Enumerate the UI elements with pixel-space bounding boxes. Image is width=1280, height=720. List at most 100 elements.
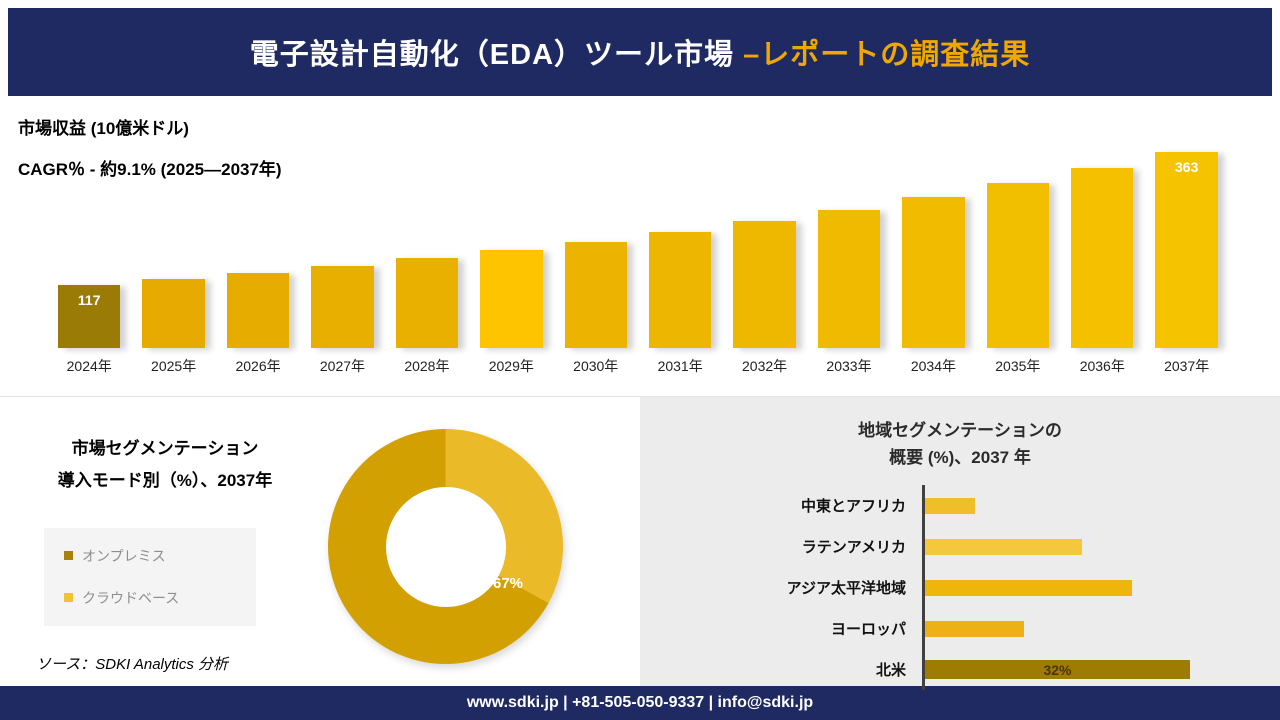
- legend-label-onpremise: オンプレミス: [82, 547, 166, 564]
- deployment-title-line2: 導入モード別（%）、2037年: [57, 471, 273, 491]
- year-axis-label: 2033年: [826, 358, 872, 374]
- revenue-bar-column: 117 2024年: [58, 285, 121, 376]
- region-row: 北米 32%: [640, 649, 1230, 691]
- deployment-legend: オンプレミス クラウドベース: [44, 527, 256, 626]
- region-bar-area: [922, 567, 1230, 609]
- region-bar: [925, 620, 1024, 637]
- revenue-chart-section: 市場収益 (10億米ドル) CAGR％ - 約9.1% (2025―2037年)…: [0, 96, 1280, 396]
- region-bar-area: [922, 485, 1230, 527]
- cagr-label: CAGR％ - 約9.1% (2025―2037年): [18, 160, 282, 179]
- year-axis-label: 2027年: [319, 358, 366, 374]
- revenue-bar-column: 2029年: [480, 250, 543, 376]
- bar-value-label: 117: [77, 292, 101, 308]
- legend-label-cloud: クラウドベース: [82, 589, 180, 606]
- region-row: ヨーロッパ: [640, 608, 1230, 650]
- year-axis-label: 2031年: [657, 358, 703, 374]
- region-label: アジア太平洋地域: [786, 580, 906, 598]
- region-label: 北米: [875, 662, 906, 680]
- region-label: ラテンアメリカ: [801, 539, 906, 557]
- revenue-bar: [1071, 168, 1134, 348]
- cloud-swatch-icon: [64, 593, 73, 603]
- year-axis-label: 2025年: [151, 358, 197, 374]
- region-bar: [925, 497, 975, 514]
- revenue-bar-column: 2034年: [902, 197, 965, 376]
- revenue-bar-column: 2033年: [817, 210, 881, 376]
- regional-chart-title: 地域セグメンテーションの 概要 (%)、2037 年: [640, 417, 1280, 471]
- regional-title-line2: 概要 (%)、2037 年: [889, 448, 1031, 468]
- header-banner: 電子設計自動化（EDA）ツール市場 –レポートの調査結果: [8, 8, 1272, 96]
- year-axis-label: 2028年: [404, 358, 450, 374]
- region-bar-value-label: 32%: [1043, 661, 1072, 678]
- revenue-bar-column: 2035年: [986, 183, 1050, 376]
- year-axis-label: 2026年: [235, 358, 281, 374]
- deployment-title-line1: 市場セグメンテーション: [71, 439, 259, 458]
- revenue-chart-captions: 市場収益 (10億米ドル) CAGR％ - 約9.1% (2025―2037年): [18, 114, 282, 180]
- revenue-bar: [564, 242, 627, 348]
- revenue-bar: [480, 250, 543, 348]
- page-title: 電子設計自動化（EDA）ツール市場 –レポートの調査結果: [250, 31, 1030, 73]
- region-bar-area: [922, 526, 1230, 568]
- revenue-bar-column: 2036年: [1071, 168, 1134, 376]
- region-row: アジア太平洋地域: [640, 567, 1230, 609]
- footer-contact: www.sdki.jp | +81-505-050-9337 | info@sd…: [466, 694, 814, 711]
- region-bar: [925, 538, 1082, 555]
- regional-title-line1: 地域セグメンテーションの: [858, 421, 1062, 440]
- revenue-bar: [226, 273, 290, 348]
- deployment-donut-chart: 67%: [328, 429, 563, 686]
- deployment-chart-title: 市場セグメンテーション 導入モード別（%）、2037年: [30, 433, 300, 498]
- year-axis-label: 2035年: [995, 358, 1041, 374]
- deployment-segmentation-panel: 市場セグメンテーション 導入モード別（%）、2037年 オンプレミス クラウドベ…: [0, 397, 640, 686]
- page-title-accent: –レポートの調査結果: [743, 39, 1031, 71]
- revenue-bar-column: 2027年: [311, 266, 374, 376]
- region-row: ラテンアメリカ: [640, 526, 1230, 568]
- revenue-bar-column: 363 2037年: [1155, 152, 1218, 376]
- deployment-info-column: 市場セグメンテーション 導入モード別（%）、2037年 オンプレミス クラウドベ…: [0, 397, 300, 686]
- revenue-bar: [817, 210, 881, 348]
- revenue-bar-column: 2031年: [648, 232, 712, 376]
- revenue-bar-column: 2030年: [564, 242, 627, 376]
- revenue-bar: [648, 232, 712, 348]
- revenue-bar: [311, 266, 374, 348]
- year-axis-label: 2034年: [910, 358, 956, 374]
- region-bar-area: [922, 608, 1230, 650]
- regional-bar-chart: 中東とアフリカ ラテンアメリカアジア太平洋地域ヨーロッパ北米 32%: [640, 485, 1230, 691]
- region-bar-area: 32%: [922, 649, 1230, 691]
- legend-item-onpremise: オンプレミス: [64, 546, 236, 566]
- donut-ring: 67%: [328, 429, 563, 664]
- donut-share-label: 67%: [493, 575, 524, 592]
- revenue-bar: 117: [58, 285, 121, 348]
- revenue-bar-column: 2028年: [395, 258, 459, 376]
- year-axis-label: 2024年: [66, 358, 112, 374]
- revenue-metric-label: 市場収益 (10億米ドル): [18, 119, 189, 138]
- revenue-bar: [902, 197, 965, 348]
- regional-segmentation-panel: 地域セグメンテーションの 概要 (%)、2037 年 中東とアフリカ ラテンアメリ…: [640, 397, 1280, 691]
- year-axis-label: 2037年: [1164, 358, 1210, 374]
- donut-hole: [385, 486, 506, 607]
- revenue-bar-column: 2025年: [142, 279, 205, 376]
- year-axis-label: 2032年: [742, 358, 788, 374]
- footer-banner: www.sdki.jp | +81-505-050-9337 | info@sd…: [0, 686, 1280, 720]
- region-bar: 32%: [925, 660, 1190, 680]
- year-axis-label: 2030年: [573, 358, 619, 374]
- year-axis-label: 2036年: [1079, 358, 1125, 374]
- onpremise-swatch-icon: [64, 551, 73, 561]
- revenue-bar: 363: [1155, 152, 1218, 348]
- revenue-bar: [733, 221, 796, 348]
- bottom-panels: 市場セグメンテーション 導入モード別（%）、2037年 オンプレミス クラウドベ…: [0, 396, 1280, 691]
- revenue-bar-column: 2032年: [733, 221, 796, 376]
- revenue-bar-chart: 117 2024年 2025年 2026年 2027年 2028年 2029年 2030年 20…: [58, 152, 1218, 376]
- revenue-bar: [395, 258, 459, 348]
- region-label: ヨーロッパ: [830, 621, 906, 639]
- legend-item-cloud: クラウドベース: [64, 588, 236, 608]
- region-bar: [925, 579, 1132, 596]
- region-label: 中東とアフリカ: [800, 498, 906, 516]
- page-title-main: 電子設計自動化（EDA）ツール市場: [249, 39, 744, 71]
- source-attribution: ソース：SDKI Analytics 分析: [36, 656, 229, 673]
- region-row: 中東とアフリカ: [640, 485, 1230, 527]
- revenue-bar: [986, 183, 1050, 348]
- year-axis-label: 2029年: [488, 358, 534, 374]
- revenue-bar: [142, 279, 205, 348]
- revenue-bar-column: 2026年: [226, 273, 290, 376]
- revenue-bars: 117 2024年 2025年 2026年 2027年 2028年 2029年 2030年 20…: [58, 152, 1218, 376]
- bar-value-label: 363: [1175, 159, 1199, 175]
